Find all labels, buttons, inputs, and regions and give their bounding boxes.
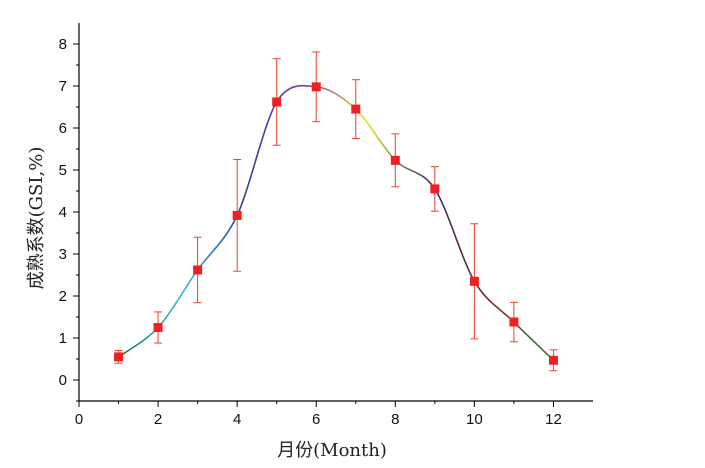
x-axis-label: 月份(Month): [277, 440, 387, 461]
x-tick-label: 8: [391, 411, 399, 428]
data-point: [311, 82, 321, 92]
data-point: [193, 265, 203, 275]
data-point: [272, 97, 282, 107]
data-point: [430, 184, 440, 194]
data-point: [469, 276, 479, 286]
y-axis-label: 成熟系数(GSI,%): [26, 147, 47, 290]
y-tick-label: 2: [59, 288, 67, 305]
data-point: [390, 155, 400, 165]
data-point: [232, 210, 242, 220]
fit-curve-path: [118, 84, 555, 361]
x-tick-label: 0: [75, 411, 83, 428]
x-tick-label: 4: [233, 411, 241, 428]
data-points: [114, 82, 558, 365]
data-point: [548, 355, 558, 365]
x-tick-label: 10: [466, 411, 483, 428]
data-point: [114, 352, 124, 362]
fit-curve: [118, 84, 555, 361]
error-bars: [114, 51, 558, 372]
y-tick-label: 0: [59, 372, 67, 389]
x-tick-label: 12: [545, 411, 562, 428]
y-tick-label: 1: [59, 330, 67, 347]
data-point: [509, 317, 519, 327]
data-point: [153, 323, 163, 332]
y-tick-label: 8: [59, 36, 67, 53]
y-tick-label: 6: [59, 120, 67, 137]
y-tick-label: 5: [59, 162, 67, 179]
y-tick-label: 3: [59, 246, 67, 263]
x-tick-label: 6: [312, 411, 320, 428]
data-point: [351, 104, 361, 114]
y-tick-label: 7: [59, 78, 67, 95]
x-tick-label: 2: [154, 411, 162, 428]
y-tick-label: 4: [59, 204, 67, 221]
